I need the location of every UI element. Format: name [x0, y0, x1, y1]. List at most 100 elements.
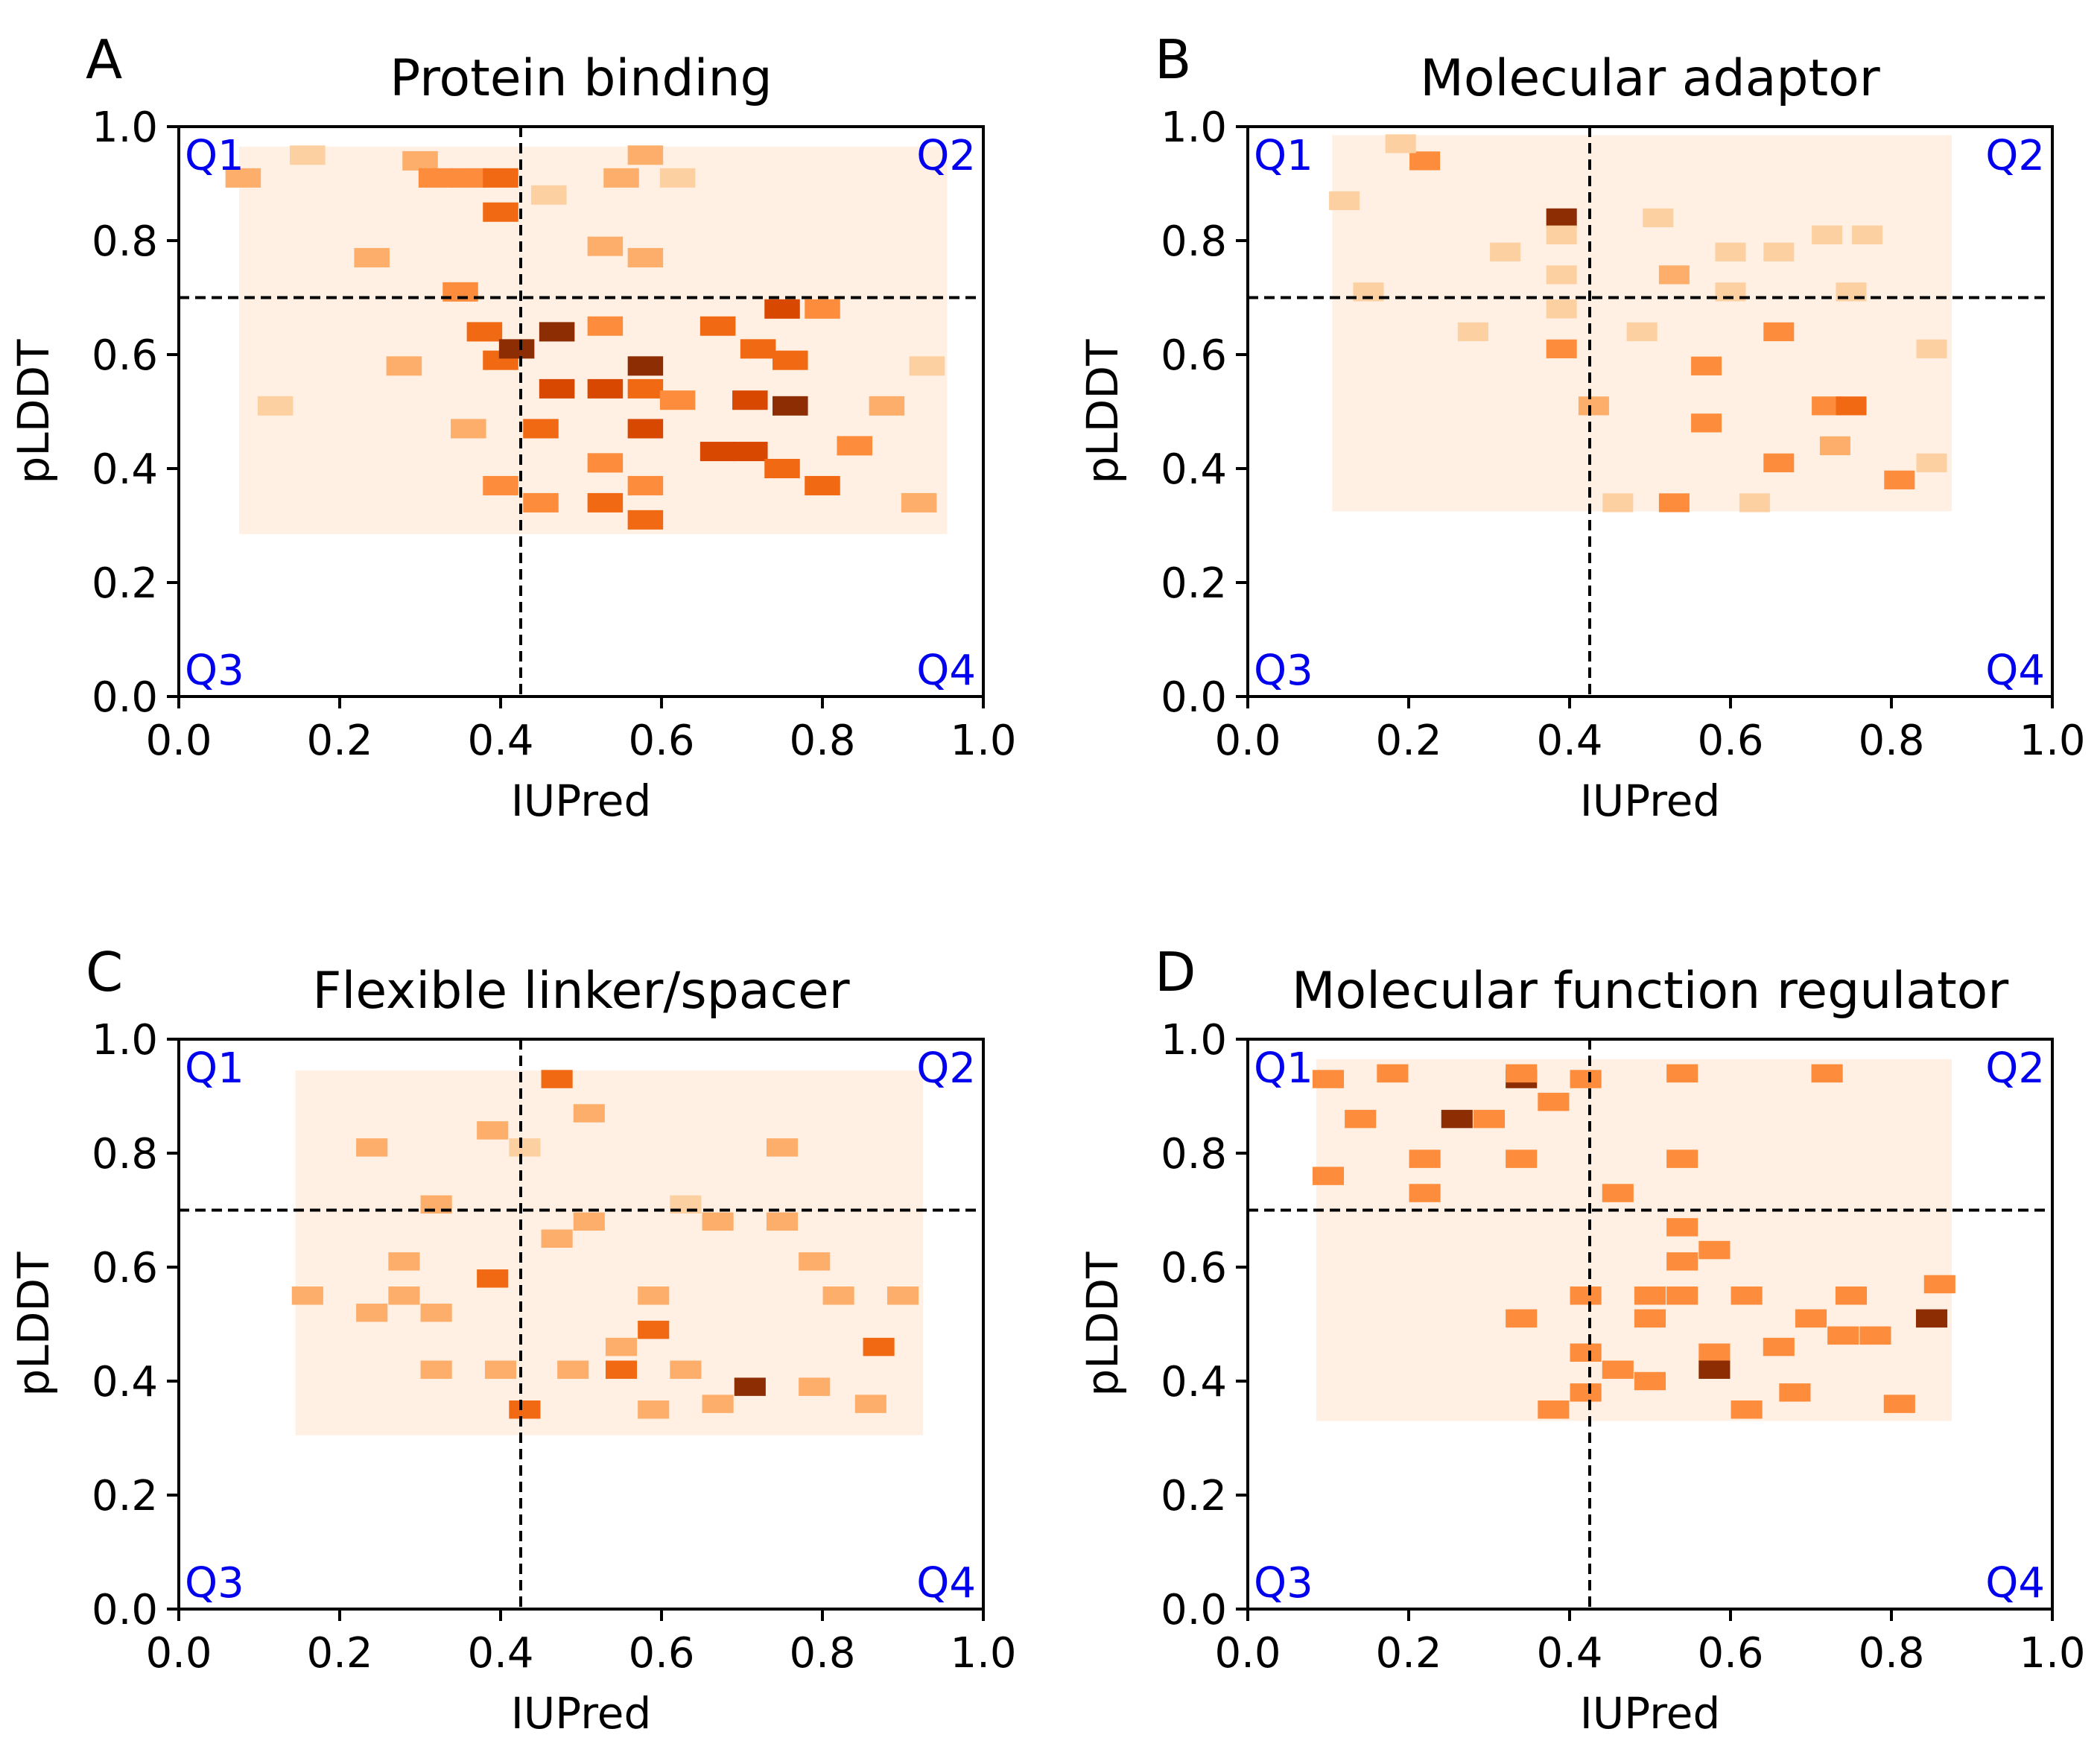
heatmap-cell: [418, 168, 454, 188]
y-tick-label: 0.2: [92, 1472, 158, 1520]
y-tick-label: 0.0: [1161, 1586, 1227, 1634]
heatmap-cell: [541, 1229, 573, 1248]
heatmap-cell: [764, 458, 800, 479]
heatmap-cell: [1506, 1309, 1538, 1328]
heatmap-cell: [1666, 1218, 1698, 1237]
heatmap-cell: [1763, 1337, 1795, 1357]
heatmap-cell: [291, 1286, 323, 1305]
heatmap-cell: [509, 1400, 541, 1419]
heatmap-cell: [627, 419, 664, 439]
quadrant-label-q3: Q3: [1254, 1559, 1313, 1608]
heatmap-cell: [1691, 356, 1722, 375]
heatmap-cell: [531, 185, 567, 205]
heatmap-cell: [1916, 453, 1947, 472]
heatmap-cell: [627, 145, 664, 165]
plot-frame: [1246, 1038, 2054, 1611]
x-axis-label: IUPred: [511, 1688, 652, 1739]
heatmap-cell: [1626, 322, 1658, 342]
y-tick-label: 1.0: [92, 104, 158, 152]
heatmap-cell: [1698, 1360, 1731, 1379]
heatmap-cell: [1634, 1286, 1666, 1305]
heatmap-cell: [909, 356, 945, 376]
heatmap-cell: [1602, 493, 1634, 513]
quadrant-label-q2: Q2: [1985, 1044, 2045, 1093]
heatmap-cell: [354, 247, 390, 267]
y-tick-label: 1.0: [92, 1016, 158, 1065]
heatmap-cell: [732, 442, 768, 462]
heatmap-cell: [638, 1400, 670, 1419]
heatmap-cell: [1811, 1064, 1843, 1083]
plot-frame: [177, 125, 985, 698]
heatmap-cell: [1312, 1167, 1345, 1185]
heatmap-cell: [1923, 1275, 1955, 1294]
heatmap-cell: [863, 1337, 895, 1357]
heatmap-background: [1316, 1059, 1952, 1421]
panel-c: 0.0 0.2 0.4 0.6 0.8 1.0 0.0 0.2 0.4 0.6 0.8 1.0 IUPr…: [8, 941, 1017, 1739]
x-tick-label: 0.2: [1375, 1629, 1441, 1678]
heatmap-cell: [483, 168, 518, 188]
heatmap-cell: [764, 299, 800, 319]
heatmap-cell: [1441, 1109, 1473, 1129]
quadrant-label-q3: Q3: [185, 647, 244, 695]
quadrant-label-q2: Q2: [916, 1044, 976, 1093]
y-tick-label: 0.8: [92, 218, 158, 266]
heatmap-cell: [451, 168, 486, 188]
heatmap-cell: [587, 378, 624, 399]
heatmap-cell: [1763, 322, 1795, 342]
heatmap-cell: [388, 1252, 420, 1271]
heatmap-cell: [420, 1360, 452, 1379]
plot-frame: [1246, 125, 2054, 698]
x-tick-label: 1.0: [2019, 1629, 2085, 1678]
heatmap-cell: [523, 492, 559, 513]
heatmap-cell: [1490, 242, 1521, 261]
x-tick-label: 0.8: [1858, 1629, 1924, 1678]
heatmap-cell: [225, 168, 261, 188]
heatmap-cell: [1634, 1309, 1666, 1328]
heatmap-cell: [477, 1121, 509, 1140]
y-axis-label: pLDDT: [1077, 1251, 1128, 1396]
heatmap-cell: [1666, 1064, 1698, 1083]
heatmap-cell: [659, 168, 696, 188]
heatmap-cell: [1546, 299, 1577, 319]
heatmap-cell: [638, 1286, 670, 1305]
heatmap-cell: [1666, 1286, 1698, 1305]
y-tick-label: 0.6: [92, 331, 158, 380]
x-tick-label: 0.4: [467, 717, 533, 765]
y-axis-label: pLDDT: [8, 339, 59, 483]
heatmap-cell: [356, 1303, 388, 1322]
x-tick-label: 0.8: [1858, 717, 1924, 765]
heatmap-cell: [1698, 1240, 1731, 1260]
heatmap-cell: [587, 236, 624, 256]
panel-letter: A: [86, 28, 122, 91]
x-tick-label: 0.8: [789, 717, 855, 765]
heatmap-cell: [573, 1104, 605, 1123]
heatmap-cell: [805, 475, 840, 495]
heatmap-cell: [799, 1252, 831, 1271]
heatmap-cell: [1506, 1064, 1538, 1083]
heatmap-cell: [822, 1286, 854, 1305]
heatmap-cell: [1538, 1092, 1570, 1111]
quadrant-label-q3: Q3: [185, 1559, 244, 1608]
panel-letter: B: [1155, 28, 1191, 91]
panel-title: Protein binding: [390, 49, 772, 108]
heatmap-cell: [1409, 151, 1441, 171]
x-tick-label: 0.4: [1536, 1629, 1602, 1678]
y-tick-label: 0.8: [1161, 1130, 1227, 1178]
heatmap-cell: [1409, 1149, 1441, 1168]
heatmap-cell: [386, 356, 422, 376]
heatmap-cell: [886, 1286, 919, 1305]
heatmap-cell: [1385, 134, 1416, 153]
heatmap-cell: [1884, 470, 1915, 489]
heatmap-cell: [1859, 1326, 1891, 1345]
heatmap-cell: [1795, 1309, 1827, 1328]
heatmap-cell: [1538, 1400, 1570, 1419]
panel-title: Flexible linker/spacer: [312, 962, 849, 1021]
heatmap-cell: [557, 1360, 589, 1379]
heatmap-cell: [477, 1269, 509, 1288]
heatmap-cell: [290, 145, 326, 165]
heatmap-cell: [1634, 1371, 1666, 1391]
y-tick-label: 0.0: [1161, 673, 1227, 722]
heatmap-cell: [420, 1303, 452, 1322]
y-tick-label: 0.2: [1161, 1472, 1227, 1520]
heatmap-cell: [1546, 339, 1577, 358]
